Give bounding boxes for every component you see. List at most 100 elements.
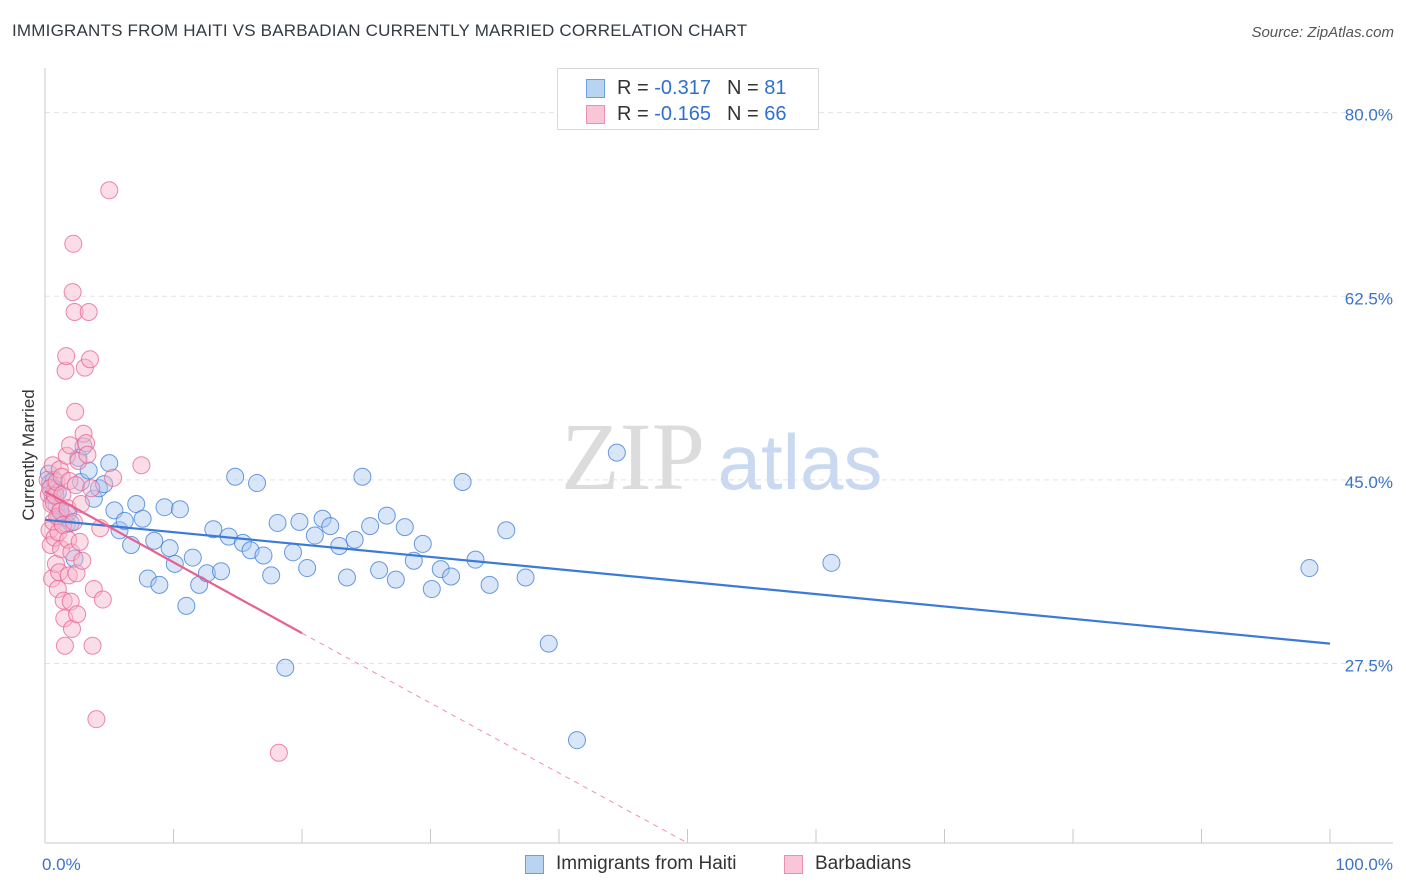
- watermark-zip: ZIP: [561, 403, 705, 510]
- data-point: [66, 402, 85, 421]
- data-point: [79, 303, 98, 322]
- data-point: [822, 553, 841, 572]
- data-point: [150, 575, 169, 594]
- data-point: [480, 575, 499, 594]
- data-point: [226, 467, 245, 486]
- data-point: [155, 498, 174, 517]
- data-point: [78, 445, 97, 464]
- data-point: [330, 537, 349, 556]
- data-point: [83, 636, 102, 655]
- data-point: [170, 500, 189, 519]
- source-label: Source: ZipAtlas.com: [1251, 24, 1394, 41]
- y-tick-label: 45.0%: [1345, 473, 1393, 492]
- y-tick-label: 80.0%: [1345, 106, 1393, 125]
- data-point: [160, 539, 179, 558]
- n-value: 81: [764, 76, 787, 99]
- n-value: 66: [764, 102, 787, 125]
- trend-lines: [44, 490, 1331, 844]
- data-point: [133, 509, 152, 528]
- data-point: [183, 548, 202, 567]
- legend-item-haiti[interactable]: Immigrants from Haiti: [525, 851, 737, 877]
- watermark-atlas: atlas: [718, 418, 883, 506]
- data-point: [55, 636, 74, 655]
- data-point: [413, 534, 432, 553]
- barbadians-legend-swatch: [784, 854, 803, 874]
- data-point: [337, 568, 356, 587]
- data-point: [361, 517, 380, 536]
- n-label: N =: [726, 76, 759, 99]
- data-point: [305, 526, 324, 545]
- legend-item-barbadians[interactable]: Barbadians: [784, 851, 911, 877]
- data-point: [80, 350, 99, 369]
- data-point: [63, 283, 82, 302]
- data-point: [138, 569, 157, 588]
- data-point: [177, 596, 196, 615]
- data-point: [276, 658, 295, 677]
- data-point: [516, 568, 535, 587]
- data-point: [212, 562, 231, 581]
- data-point: [321, 517, 340, 536]
- y-tick-label: 27.5%: [1345, 657, 1393, 676]
- x-tick-label-max: 100.0%: [1335, 855, 1393, 874]
- data-point: [132, 456, 151, 475]
- gridlines: [45, 112, 1393, 665]
- trend-line-barbadians: [44, 490, 303, 635]
- data-point: [69, 452, 88, 471]
- data-point: [370, 561, 389, 580]
- series-barbadians: [38, 181, 288, 762]
- data-point: [100, 454, 119, 473]
- data-point: [298, 559, 317, 578]
- data-point: [422, 580, 441, 599]
- data-point: [539, 634, 558, 653]
- legend-label-barbadians: Barbadians: [815, 853, 912, 874]
- data-point: [84, 580, 103, 599]
- data-point: [290, 512, 309, 531]
- data-point: [59, 566, 78, 585]
- data-point: [254, 546, 273, 565]
- data-point: [71, 495, 90, 514]
- data-point: [269, 743, 288, 762]
- data-point: [66, 476, 85, 495]
- data-point: [386, 570, 405, 589]
- y-axis-label: Currently Married: [19, 389, 38, 520]
- haiti-swatch: [586, 78, 605, 98]
- y-tick-labels: 27.5% 45.0% 62.5% 80.0%: [1345, 106, 1393, 676]
- data-point: [104, 468, 123, 487]
- data-point: [442, 567, 461, 586]
- data-point: [607, 443, 626, 462]
- data-point: [345, 530, 364, 549]
- data-point: [82, 479, 101, 498]
- stats-row-haiti: R = -0.317 N = 81: [586, 75, 786, 101]
- data-point: [73, 551, 92, 570]
- r-label: R =: [617, 102, 649, 125]
- data-point: [377, 506, 396, 525]
- data-point: [64, 234, 83, 253]
- x-tick-label-min: 0.0%: [42, 855, 81, 874]
- data-point: [431, 560, 450, 579]
- legend-label-haiti: Immigrants from Haiti: [556, 853, 737, 874]
- data-point: [248, 474, 267, 493]
- y-tick-label: 62.5%: [1345, 289, 1393, 308]
- data-point: [70, 532, 89, 551]
- trend-line-haiti: [44, 518, 1331, 645]
- data-point: [79, 461, 98, 480]
- data-point: [61, 436, 80, 455]
- data-point: [87, 710, 106, 729]
- r-value: -0.317: [654, 76, 711, 99]
- data-point: [77, 434, 96, 453]
- data-point: [54, 591, 73, 610]
- data-point: [115, 511, 134, 530]
- data-point: [145, 531, 164, 550]
- trend-extension-barbadians: [301, 632, 688, 844]
- stats-row-barbadians: R = -0.165 N = 66: [586, 101, 786, 127]
- r-label: R =: [617, 76, 649, 99]
- data-point: [313, 509, 332, 528]
- data-point: [395, 518, 414, 537]
- data-point: [497, 521, 516, 540]
- series-haiti: [39, 437, 1319, 750]
- data-point: [567, 731, 586, 750]
- data-point: [268, 513, 287, 532]
- data-point: [75, 358, 94, 377]
- data-point: [56, 361, 75, 380]
